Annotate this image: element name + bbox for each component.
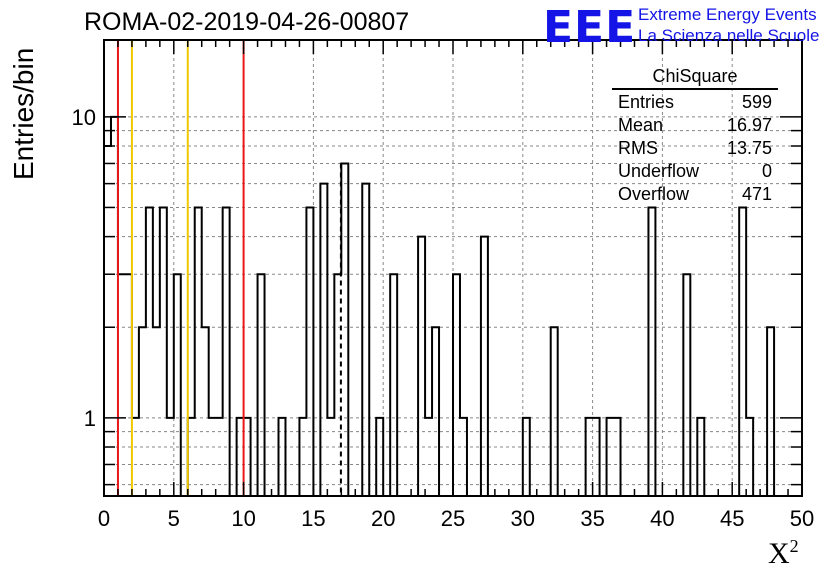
histogram-bin [390,274,397,496]
histogram-bin [146,207,153,496]
stats-row-overflow: Overflow 471 [618,184,772,204]
histogram-bin [223,207,230,496]
histogram-bin [202,327,209,496]
histogram-bin [320,184,327,496]
histogram-bin [160,207,167,496]
x-tick-label: 20 [371,506,395,531]
x-tick-label: 10 [231,506,255,531]
y-tick-label: 10 [72,105,96,130]
y-axis-label: Entries/bin [8,47,39,180]
histogram-bin [258,274,265,496]
logo-line-2: La Scienza nelle Scuole [638,26,820,45]
chart-title: ROMA-02-2019-04-26-00807 [84,8,410,36]
histogram-bin [453,274,460,496]
histogram-bin [418,237,425,496]
histogram-bin [118,274,125,496]
histogram-bin [195,207,202,496]
histogram-bin [139,327,146,496]
x-tick-label: 15 [301,506,325,531]
stats-row-rms: RMS 13.75 [618,138,772,158]
x-tick-label: 0 [98,506,110,531]
histogram-bin [153,327,160,496]
histogram-bin [111,117,118,496]
histogram-bin [306,207,313,496]
histogram-bin [551,327,558,496]
x-tick-label: 50 [790,506,814,531]
x-tick-label: 5 [168,506,180,531]
x-axis-label: X2 [768,536,799,570]
histogram-bin [481,237,488,496]
stats-row-entries: Entries 599 [618,92,772,112]
stats-header: ChiSquare [612,66,778,90]
x-tick-label: 30 [511,506,535,531]
eee-logo: EEE [543,2,637,53]
logo-line-1: Extreme Energy Events [638,5,817,24]
histogram-bin [432,327,439,496]
histogram-bin [683,274,690,496]
histogram-bin [125,274,132,496]
histogram-bin [767,327,774,496]
stats-row-mean: Mean 16.97 [618,115,772,135]
stats-row-underflow: Underflow 0 [618,161,772,181]
y-tick-label: 1 [84,406,96,431]
x-tick-label: 35 [580,506,604,531]
histogram-bin [341,163,348,496]
x-tick-label: 25 [441,506,465,531]
histogram-bin [174,274,181,496]
histogram-bin [104,146,111,496]
histogram-bin [739,207,746,496]
x-tick-label: 40 [650,506,674,531]
histogram-bin [362,184,369,496]
stats-box: ChiSquare Entries 599 Mean 16.97 RMS 13.75 … [612,66,778,207]
x-tick-label: 45 [720,506,744,531]
logo-caption: Extreme Energy Events La Scienza nelle S… [638,4,819,46]
histogram-bin [648,207,655,496]
